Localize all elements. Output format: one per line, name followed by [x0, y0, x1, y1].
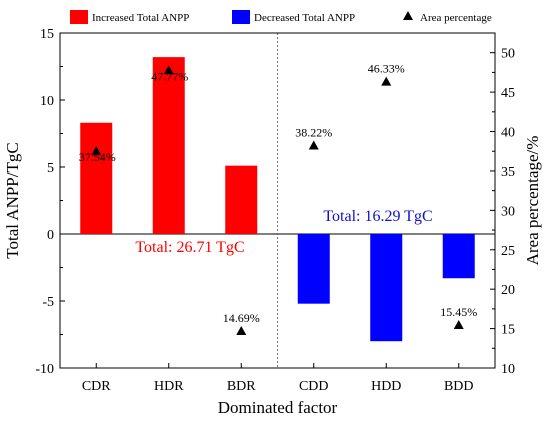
- bar-bdr: [225, 165, 258, 234]
- y-axis-label: Total ANPP/TgC: [3, 142, 22, 258]
- area-marker-hdr: [163, 65, 174, 75]
- x-axis-label: Dominated factor: [218, 398, 338, 417]
- decreased-total-annotation: Total: 16.29 TgC: [323, 208, 432, 225]
- bar-cdr: [80, 122, 113, 234]
- area-marker-bdr: [236, 326, 247, 336]
- increased-total-annotation: Total: 26.71 TgC: [135, 239, 244, 256]
- x-tick-label-cdd: CDD: [299, 379, 329, 394]
- legend-label: Area percentage: [420, 12, 492, 24]
- y2-tick-label: 45: [501, 86, 515, 101]
- legend-marker: [403, 11, 413, 20]
- y2-tick-label: 10: [501, 362, 515, 377]
- area-marker-hdd: [381, 76, 392, 86]
- y2-tick-label: 40: [501, 126, 515, 141]
- y2-tick-label: 50: [501, 47, 515, 62]
- legend-item-1: Increased Total ANPP: [70, 10, 189, 24]
- area-label-bdr: 14.69%: [223, 311, 260, 325]
- axes: -10 -5 0 5 10 15 10 15 20 25 30 35 40 45 50 CDR HDR BDR CD…: [35, 27, 515, 394]
- area-label-hdd: 46.33%: [368, 62, 405, 76]
- bar-hdd: [370, 234, 403, 342]
- bar-cdd: [297, 234, 330, 304]
- y-tick-label: 15: [40, 27, 54, 42]
- legend-swatch: [70, 10, 88, 24]
- y2-tick-label: 35: [501, 165, 515, 180]
- x-tick-label-cdr: CDR: [82, 379, 111, 394]
- x-tick-label-hdd: HDD: [371, 379, 401, 394]
- area-label-hdr: 47.77%: [151, 69, 188, 83]
- y2-tick-label: 15: [501, 323, 515, 338]
- legend-label: Increased Total ANPP: [92, 12, 189, 24]
- y-tick-label: 10: [40, 94, 54, 109]
- y-tick-label: 0: [47, 228, 54, 243]
- legend-item-3: Area percentage: [403, 11, 492, 24]
- legend-item-2: Decreased Total ANPP: [232, 10, 355, 24]
- bar-bdd: [442, 234, 475, 279]
- y-tick-label: -5: [42, 295, 54, 310]
- area-marker-cdr: [91, 146, 102, 156]
- area-marker-bdd: [453, 320, 464, 330]
- plot-area: 37.54% 47.77% 14.69% 38.22% 46.33% 15.45%: [60, 33, 495, 368]
- bar-hdr: [152, 57, 185, 235]
- y2-tick-label: 25: [501, 244, 515, 259]
- y-tick-label: -10: [35, 362, 54, 377]
- legend: Increased Total ANPP Decreased Total ANPP…: [70, 10, 492, 24]
- y-tick-label: 5: [47, 161, 54, 176]
- x-tick-label-hdr: HDR: [154, 379, 184, 394]
- area-marker-cdd: [308, 140, 319, 150]
- y2-tick-label: 30: [501, 204, 515, 219]
- area-label-cdr: 37.54%: [79, 150, 116, 164]
- area-label-bdd: 15.45%: [440, 305, 477, 319]
- x-tick-label-bdd: BDD: [444, 379, 474, 394]
- y2-tick-label: 20: [501, 283, 515, 298]
- legend-label: Decreased Total ANPP: [254, 12, 355, 24]
- legend-swatch: [232, 10, 250, 24]
- x-tick-label-bdr: BDR: [227, 379, 256, 394]
- y2-axis-label: Area percentage/%: [523, 136, 542, 266]
- area-label-cdd: 38.22%: [295, 126, 332, 140]
